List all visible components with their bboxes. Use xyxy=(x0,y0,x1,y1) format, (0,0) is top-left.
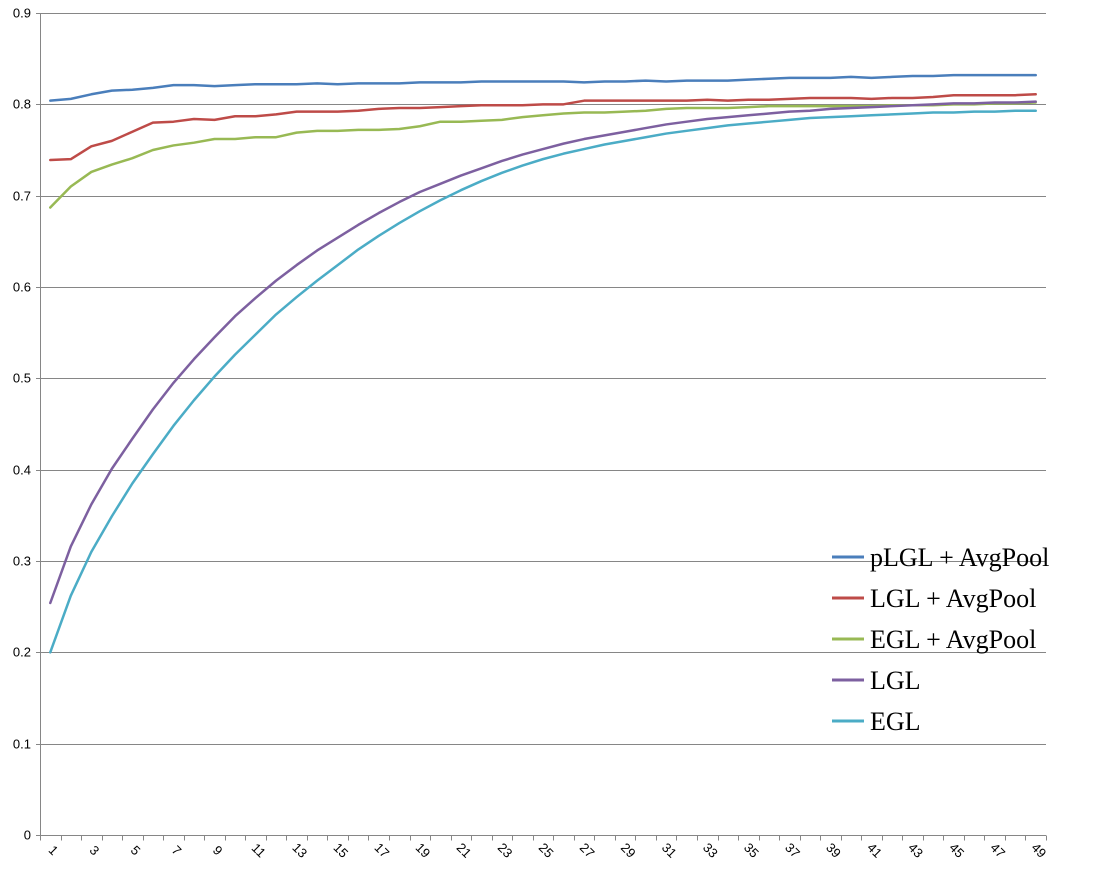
x-tick-label: 49 xyxy=(1028,840,1049,861)
x-tick-label: 11 xyxy=(249,840,269,860)
y-tick-label: 0.8 xyxy=(13,97,31,112)
series-line xyxy=(49,93,1037,162)
y-tick-label: 0.9 xyxy=(13,6,31,21)
x-tick-label: 35 xyxy=(741,840,762,861)
x-tick-label: 33 xyxy=(700,840,721,861)
x-tick-label: 27 xyxy=(577,840,598,861)
legend-item: LGL + AvgPool xyxy=(832,584,1036,613)
series-line xyxy=(49,73,1037,102)
y-tick-label: 0 xyxy=(24,828,31,843)
x-tick-label: 3 xyxy=(87,842,103,858)
x-tick-label: 9 xyxy=(210,842,226,858)
legend-label: pLGL + AvgPool xyxy=(870,543,1049,572)
y-tick-label: 0.5 xyxy=(13,371,31,386)
x-tick-label: 25 xyxy=(536,840,557,861)
x-tick-label: 45 xyxy=(946,840,967,861)
x-tick-label: 19 xyxy=(413,840,434,861)
x-tick-label: 31 xyxy=(659,840,680,861)
legend-label: LGL xyxy=(870,666,921,695)
y-tick-label: 0.1 xyxy=(13,737,31,752)
x-tick-label: 39 xyxy=(823,840,844,861)
x-tick-label: 29 xyxy=(618,840,639,861)
legend-item: pLGL + AvgPool xyxy=(832,543,1049,572)
y-tick-label: 0.3 xyxy=(13,554,31,569)
legend: pLGL + AvgPool LGL + AvgPool EGL + AvgPool… xyxy=(832,543,1049,736)
gridlines xyxy=(40,13,1046,745)
legend-label: LGL + AvgPool xyxy=(870,584,1036,613)
x-tick-label: 41 xyxy=(864,840,885,861)
y-tick-label: 0.6 xyxy=(13,280,31,295)
y-tick-label: 0.2 xyxy=(13,645,31,660)
x-tick-label: 47 xyxy=(987,840,1008,861)
x-tick-label: 5 xyxy=(128,842,144,858)
x-tick-label: 13 xyxy=(289,840,310,861)
legend-label: EGL xyxy=(870,707,921,736)
y-tick-label: 0.4 xyxy=(13,463,31,478)
series-line xyxy=(49,109,1037,654)
x-tick-label: 17 xyxy=(372,840,393,861)
x-tick-label: 43 xyxy=(905,840,926,861)
series-line xyxy=(49,100,1037,605)
x-tick-label: 23 xyxy=(495,840,516,861)
x-tick-label: 15 xyxy=(330,840,351,861)
axes xyxy=(36,13,1047,841)
x-tick-label: 37 xyxy=(782,840,803,861)
x-tick-labels: 1 3 5 7 9 11 13 15 17 19 21 23 25 27 29 31 33 35 37 39 41 43 4… xyxy=(46,840,1050,861)
y-tick-label: 0.7 xyxy=(13,189,31,204)
series-lines xyxy=(49,73,1037,654)
y-tick-labels: 0 0.1 0.2 0.3 0.4 0.5 0.6 0.7 0.8 0.9 xyxy=(13,6,31,843)
legend-item: EGL + AvgPool xyxy=(832,625,1036,654)
legend-label: EGL + AvgPool xyxy=(870,625,1036,654)
x-tick-label: 7 xyxy=(169,842,185,858)
x-tick-label: 21 xyxy=(454,840,475,861)
x-tick-label: 1 xyxy=(46,842,62,858)
legend-item: EGL xyxy=(832,707,921,736)
legend-item: LGL xyxy=(832,666,921,695)
